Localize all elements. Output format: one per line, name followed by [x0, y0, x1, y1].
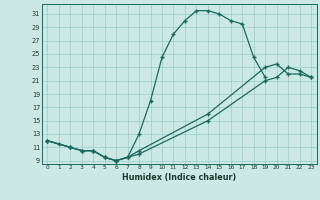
- X-axis label: Humidex (Indice chaleur): Humidex (Indice chaleur): [122, 173, 236, 182]
